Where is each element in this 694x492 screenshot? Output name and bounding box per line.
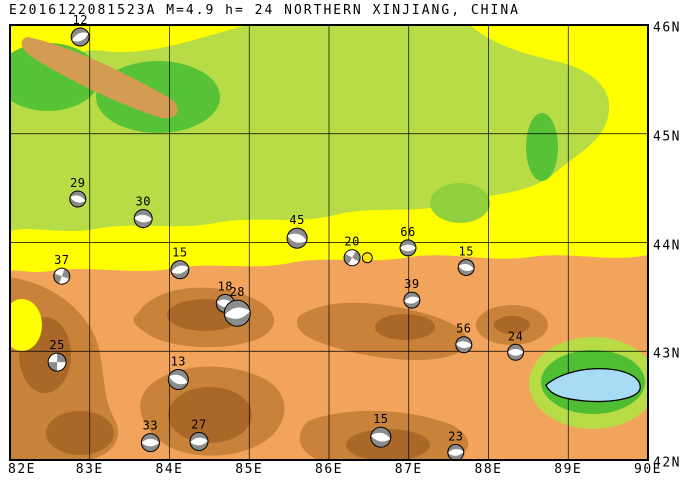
focal-mechanism: 15 [170, 246, 190, 280]
lat-tick-label: 45N [653, 129, 681, 145]
depth-label: 13 [171, 355, 186, 369]
focal-mechanism: 12 [70, 13, 90, 47]
terrain-yellow-patch-west [10, 299, 42, 351]
terrain-ridge-east-core [494, 316, 530, 334]
depth-label: 45 [289, 213, 304, 227]
beachball-icon [370, 426, 392, 448]
beachball-icon [447, 443, 465, 461]
lon-tick-label: 82E [8, 462, 36, 477]
depth-label: 23 [448, 429, 463, 443]
focal-mechanism: 25 [47, 338, 67, 372]
beachball-icon [399, 239, 417, 257]
beachball-icon [69, 190, 87, 208]
map-frame [9, 24, 649, 461]
depth-label: 29 [70, 176, 85, 190]
depth-label: 15 [172, 246, 187, 260]
focal-mechanism: 24 [507, 329, 525, 361]
beachball-icon [133, 209, 153, 229]
depth-label: 20 [344, 235, 359, 249]
focal-mechanism: 28 [223, 285, 251, 327]
focal-mechanism: 29 [69, 176, 87, 208]
focal-mechanism: 37 [53, 253, 71, 285]
lat-tick-label: 42N [653, 455, 681, 471]
focal-mechanism: 39 [403, 277, 421, 309]
depth-label: 28 [230, 285, 245, 299]
epicenter-marker [361, 252, 373, 264]
focal-mechanism: 33 [140, 419, 160, 453]
lon-tick-label: 83E [75, 462, 104, 477]
lon-tick-label: 86E [315, 462, 343, 477]
focal-mechanism: 56 [455, 322, 473, 354]
depth-label: 25 [49, 338, 64, 352]
focal-mechanism: 20 [343, 235, 361, 267]
focal-mechanism: 23 [447, 429, 465, 461]
beachball-icon [167, 369, 189, 390]
focal-mechanism: 15 [457, 245, 475, 276]
focal-mechanism: 15 [370, 412, 392, 448]
lat-tick-label: 46N [653, 20, 681, 36]
depth-label: 27 [191, 418, 206, 432]
depth-label: 18 [218, 279, 233, 293]
lat-tick-label: 43N [653, 346, 681, 362]
grid-layer [10, 25, 648, 460]
beachball-icon [507, 343, 525, 361]
depth-label: 15 [458, 245, 473, 259]
depth-label: 39 [404, 277, 419, 291]
focal-mechanism: 27 [189, 418, 209, 451]
beachball-icon [343, 249, 361, 267]
terrain-green-patch-4 [430, 183, 490, 223]
lon-tick-label: 84E [155, 462, 184, 477]
map-title: E2016122081523A M=4.9 h= 24 NORTHERN XIN… [9, 3, 520, 18]
terrain-ridge-midright-core [375, 314, 435, 340]
terrain-green-patch-3 [526, 113, 558, 181]
beachball-icon [70, 27, 90, 47]
beachball-icon [455, 336, 473, 354]
lon-tick-label: 90E [634, 462, 662, 477]
focal-mechanism: 45 [286, 213, 308, 249]
beachball-icon [47, 352, 67, 372]
lon-tick-label: 87E [394, 462, 423, 477]
focal-mechanism: 30 [133, 195, 153, 229]
beachball-icon [53, 267, 71, 285]
terrain-ridge-central-2-core [168, 387, 252, 443]
lake [545, 367, 641, 403]
depth-label: 56 [456, 322, 471, 336]
depth-label: 33 [143, 419, 158, 433]
beachball-icon [140, 433, 160, 453]
lon-tick-label: 88E [474, 462, 503, 477]
depth-label: 12 [72, 13, 87, 27]
depth-label: 66 [400, 225, 415, 239]
terrain-mountain-core-west-2 [46, 411, 114, 455]
lat-tick-label: 44N [653, 238, 681, 253]
lon-tick-label: 85E [235, 462, 264, 477]
beachball-icon [403, 291, 421, 309]
depth-label: 37 [54, 253, 69, 267]
beachball-icon [189, 432, 209, 451]
lon-tick-label: 89E [554, 462, 583, 477]
terrain-tan-ridge [21, 37, 178, 119]
beachball-icon [286, 227, 308, 249]
focal-mechanism: 66 [399, 225, 417, 257]
depth-label: 30 [135, 195, 150, 209]
focal-mechanism: 13 [167, 355, 189, 390]
beachball-icon [223, 299, 251, 327]
beachball-icon [457, 259, 475, 276]
beachball-icon [170, 260, 190, 280]
depth-label: 24 [508, 329, 523, 343]
depth-label: 15 [373, 412, 388, 426]
